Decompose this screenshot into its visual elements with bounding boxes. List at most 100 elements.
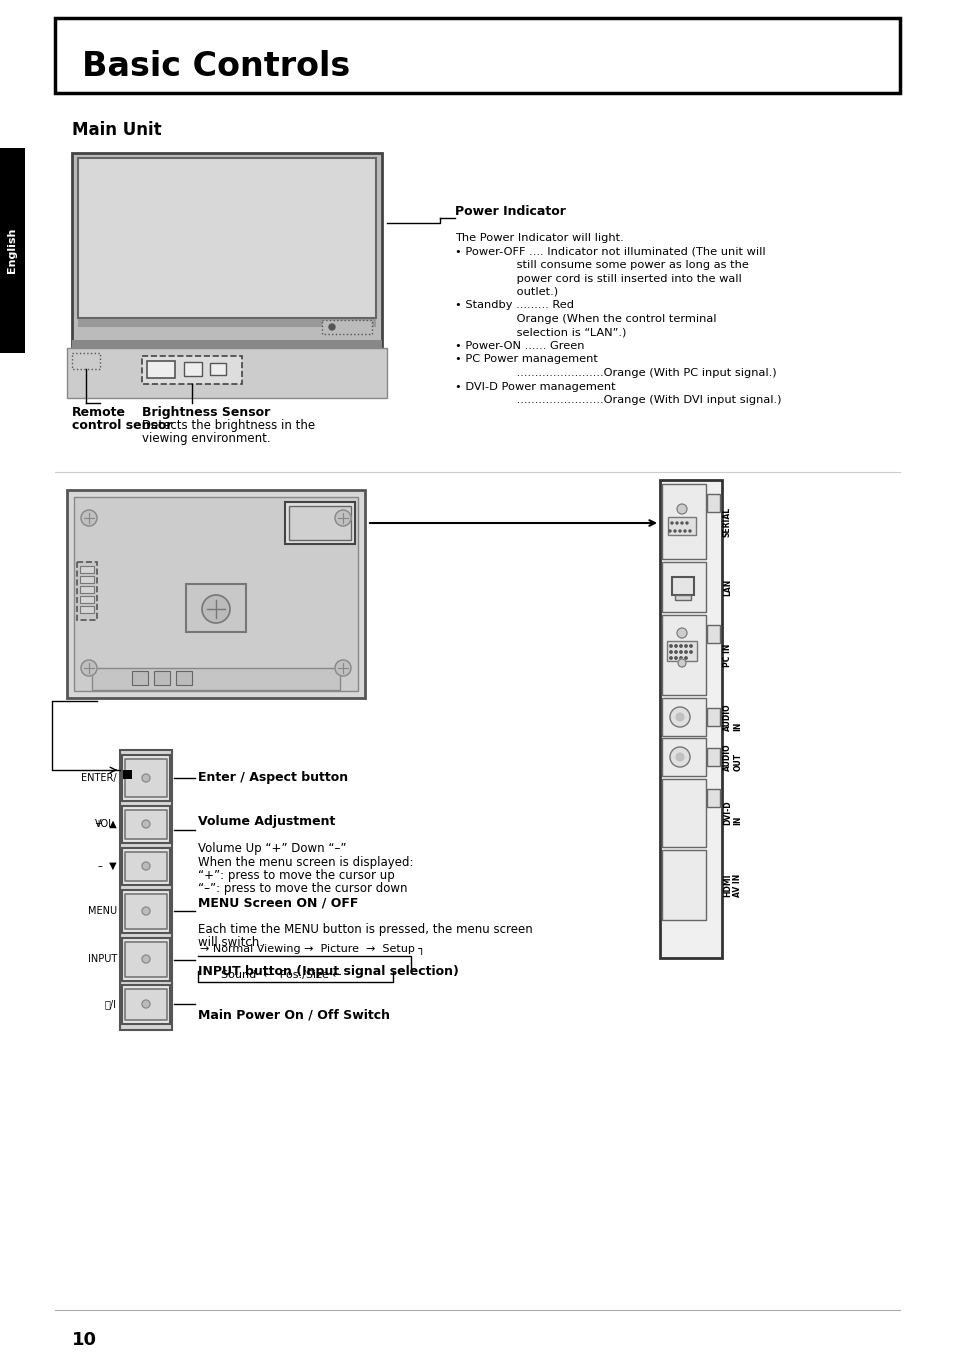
Circle shape: [688, 530, 690, 532]
Text: • Standby ......... Red: • Standby ......... Red: [455, 300, 574, 310]
Circle shape: [677, 504, 686, 515]
Bar: [120, 749, 172, 1031]
Bar: [122, 890, 170, 934]
Text: outlet.): outlet.): [455, 287, 558, 298]
Bar: [153, 672, 170, 685]
Text: Orange (When the control terminal: Orange (When the control terminal: [455, 314, 716, 324]
Circle shape: [679, 651, 681, 654]
Circle shape: [684, 651, 686, 654]
Text: control sensor: control sensor: [71, 419, 172, 431]
Circle shape: [674, 657, 677, 659]
Circle shape: [202, 595, 230, 622]
Bar: [132, 672, 148, 685]
Circle shape: [142, 774, 150, 782]
Text: DVI-D
IN: DVI-D IN: [722, 801, 741, 826]
Circle shape: [689, 651, 692, 654]
Circle shape: [684, 657, 686, 659]
Circle shape: [673, 530, 676, 532]
Bar: [706, 748, 720, 766]
Text: English: English: [7, 228, 17, 273]
Text: –  ▼: – ▼: [98, 861, 117, 871]
Circle shape: [670, 521, 672, 524]
Bar: [322, 319, 372, 334]
Text: Enter / Aspect button: Enter / Aspect button: [198, 771, 348, 785]
Bar: [80, 566, 94, 573]
Text: “–”: press to move the cursor down: “–”: press to move the cursor down: [198, 882, 407, 895]
Bar: [122, 755, 170, 801]
Text: • Power-ON ...... Green: • Power-ON ...... Green: [455, 341, 584, 351]
Bar: [125, 852, 167, 880]
Bar: [661, 850, 705, 920]
Circle shape: [679, 530, 680, 532]
Text: • Power-OFF .... Indicator not illuminated (The unit will: • Power-OFF .... Indicator not illuminat…: [455, 247, 765, 257]
Bar: [661, 485, 705, 560]
Bar: [706, 494, 720, 512]
Text: VOL: VOL: [95, 819, 115, 829]
Bar: [661, 698, 705, 736]
Bar: [71, 354, 100, 369]
Text: When the menu screen is displayed:: When the menu screen is displayed:: [198, 856, 413, 870]
Text: MENU: MENU: [88, 906, 117, 916]
Bar: [67, 348, 387, 399]
Bar: [80, 576, 94, 583]
Text: selection is “LAN”.): selection is “LAN”.): [455, 328, 626, 337]
Bar: [80, 597, 94, 603]
Bar: [125, 809, 167, 839]
Text: • PC Power management: • PC Power management: [455, 355, 598, 364]
Bar: [77, 562, 97, 620]
Text: Remote: Remote: [71, 405, 126, 419]
Text: Each time the MENU button is pressed, the menu screen: Each time the MENU button is pressed, th…: [198, 923, 532, 936]
Circle shape: [669, 644, 672, 647]
Circle shape: [335, 661, 351, 676]
Bar: [55, 18, 899, 93]
Bar: [147, 360, 174, 378]
Circle shape: [679, 657, 681, 659]
Text: SERIAL: SERIAL: [722, 506, 731, 536]
Circle shape: [81, 511, 97, 526]
Bar: [706, 708, 720, 726]
Text: • DVI-D Power management: • DVI-D Power management: [455, 381, 615, 392]
Bar: [184, 362, 202, 375]
Circle shape: [676, 521, 678, 524]
Circle shape: [669, 651, 672, 654]
Text: Basic Controls: Basic Controls: [82, 51, 350, 83]
Text: MENU Screen ON / OFF: MENU Screen ON / OFF: [198, 895, 358, 909]
Bar: [661, 562, 705, 612]
Text: Main Power On / Off Switch: Main Power On / Off Switch: [198, 1009, 390, 1022]
Bar: [661, 616, 705, 695]
Text: Detects the brightness in the: Detects the brightness in the: [142, 419, 314, 431]
Bar: [661, 779, 705, 848]
Bar: [125, 759, 167, 797]
Bar: [78, 158, 375, 318]
Text: The Power Indicator will light.: The Power Indicator will light.: [455, 233, 623, 243]
Bar: [285, 502, 355, 545]
Text: LAN: LAN: [722, 579, 731, 595]
Circle shape: [685, 521, 687, 524]
Circle shape: [674, 644, 677, 647]
Bar: [123, 770, 132, 779]
Text: INPUT: INPUT: [88, 954, 117, 964]
Bar: [142, 356, 242, 384]
Circle shape: [335, 511, 351, 526]
Text: “+”: press to move the cursor up: “+”: press to move the cursor up: [198, 870, 395, 882]
Bar: [125, 942, 167, 977]
Text: ........................Orange (With PC input signal.): ........................Orange (With PC …: [455, 369, 776, 378]
Text: Main Unit: Main Unit: [71, 121, 161, 139]
Bar: [80, 586, 94, 592]
Bar: [67, 490, 365, 698]
Text: ⏻/I: ⏻/I: [105, 999, 117, 1009]
Bar: [706, 625, 720, 643]
Text: still consume some power as long as the: still consume some power as long as the: [455, 259, 748, 270]
Text: 10: 10: [71, 1331, 97, 1349]
Text: will switch.: will switch.: [198, 936, 263, 949]
Text: ENTER/: ENTER/: [81, 773, 117, 784]
Text: viewing environment.: viewing environment.: [142, 431, 271, 445]
Text: power cord is still inserted into the wall: power cord is still inserted into the wa…: [455, 273, 741, 284]
Bar: [122, 938, 170, 981]
Circle shape: [689, 644, 692, 647]
Circle shape: [329, 324, 335, 330]
Circle shape: [669, 657, 672, 659]
Circle shape: [142, 820, 150, 829]
Circle shape: [683, 530, 685, 532]
Bar: [671, 577, 693, 595]
